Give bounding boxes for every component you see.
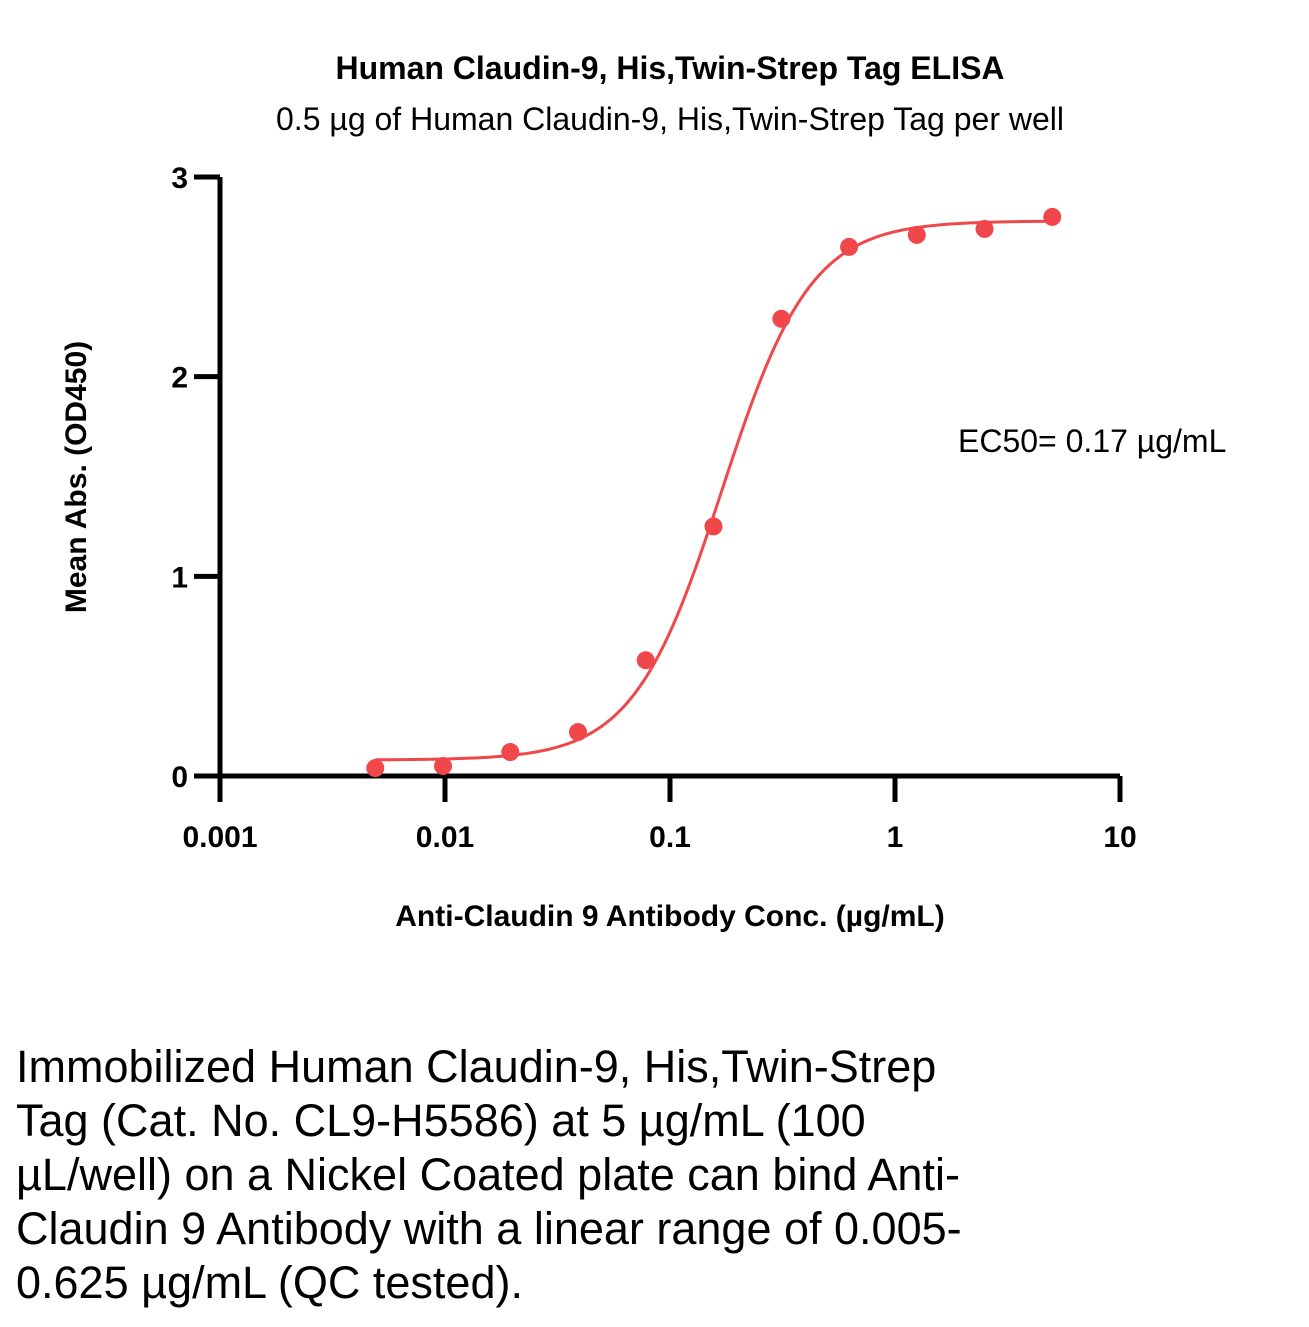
data-point [840, 237, 859, 256]
y-tick-label: 0 [171, 761, 188, 794]
elisa-chart: Human Claudin-9, His,Twin-Strep Tag ELIS… [60, 50, 1226, 933]
chart-title: Human Claudin-9, His,Twin-Strep Tag ELIS… [335, 50, 1004, 86]
x-tick-label: 0.001 [182, 821, 257, 854]
x-tick-label: 1 [887, 821, 904, 854]
figure-caption: Immobilized Human Claudin-9, His,Twin-St… [16, 1041, 962, 1308]
ticks: 0.001 0.01 0.1 1 10 0 1 2 3 [171, 162, 1136, 854]
data-point [501, 743, 520, 762]
data-point [434, 757, 453, 776]
data-point [1043, 207, 1062, 226]
y-tick-label: 2 [171, 362, 188, 395]
data-point [366, 759, 385, 778]
data-point [975, 219, 994, 238]
y-axis-label: Mean Abs. (OD450) [60, 341, 93, 613]
data-point [704, 517, 723, 536]
x-tick-label: 0.1 [649, 821, 691, 854]
x-axis-label: Anti-Claudin 9 Antibody Conc. (µg/mL) [395, 900, 944, 933]
ec50-annotation: EC50= 0.17 µg/mL [958, 423, 1226, 459]
data-point [568, 723, 587, 742]
x-tick-label: 10 [1103, 821, 1136, 854]
axes [217, 177, 1120, 779]
data-point [907, 225, 926, 244]
data-point [636, 651, 655, 670]
y-tick-label: 3 [171, 162, 188, 195]
chart-subtitle: 0.5 µg of Human Claudin-9, His,Twin-Stre… [276, 101, 1064, 137]
fit-curve [375, 219, 1053, 762]
data-points [366, 207, 1062, 778]
y-tick-label: 1 [171, 561, 188, 594]
x-tick-label: 0.01 [416, 821, 474, 854]
data-point [772, 309, 791, 328]
